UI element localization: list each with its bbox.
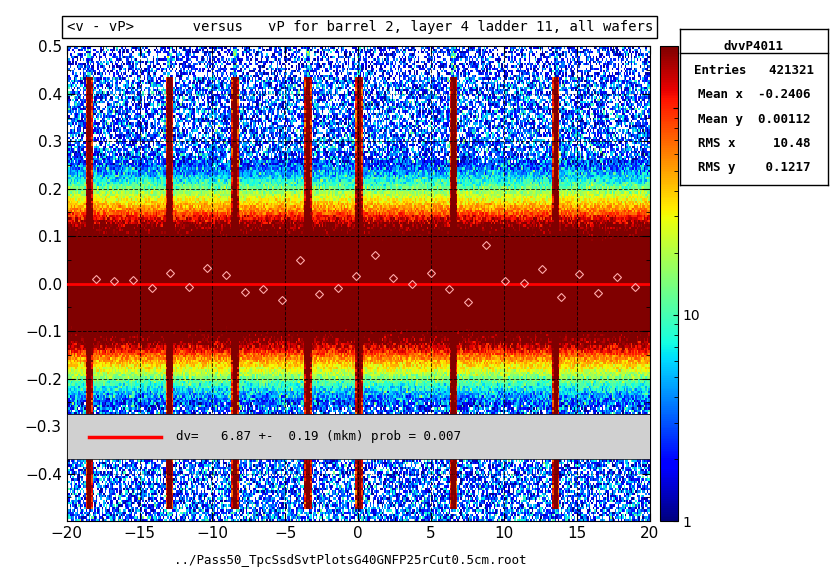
Text: Mean x  -0.2406: Mean x -0.2406 [697, 89, 811, 101]
Text: dvvP4011: dvvP4011 [724, 40, 784, 53]
Text: RMS y    0.1217: RMS y 0.1217 [697, 161, 811, 174]
Text: Entries   421321: Entries 421321 [694, 64, 814, 77]
Text: dv=   6.87 +-  0.19 (mkm) prob = 0.007: dv= 6.87 +- 0.19 (mkm) prob = 0.007 [176, 430, 461, 444]
Text: RMS x     10.48: RMS x 10.48 [697, 137, 811, 150]
Text: ../Pass50_TpcSsdSvtPlotsG40GNFP25rCut0.5cm.root: ../Pass50_TpcSsdSvtPlotsG40GNFP25rCut0.5… [173, 555, 526, 567]
Text: <v - vP>       versus   vP for barrel 2, layer 4 ladder 11, all wafers: <v - vP> versus vP for barrel 2, layer 4… [67, 20, 653, 34]
Bar [67, 415, 650, 459]
Text: Mean y  0.00112: Mean y 0.00112 [697, 112, 811, 126]
